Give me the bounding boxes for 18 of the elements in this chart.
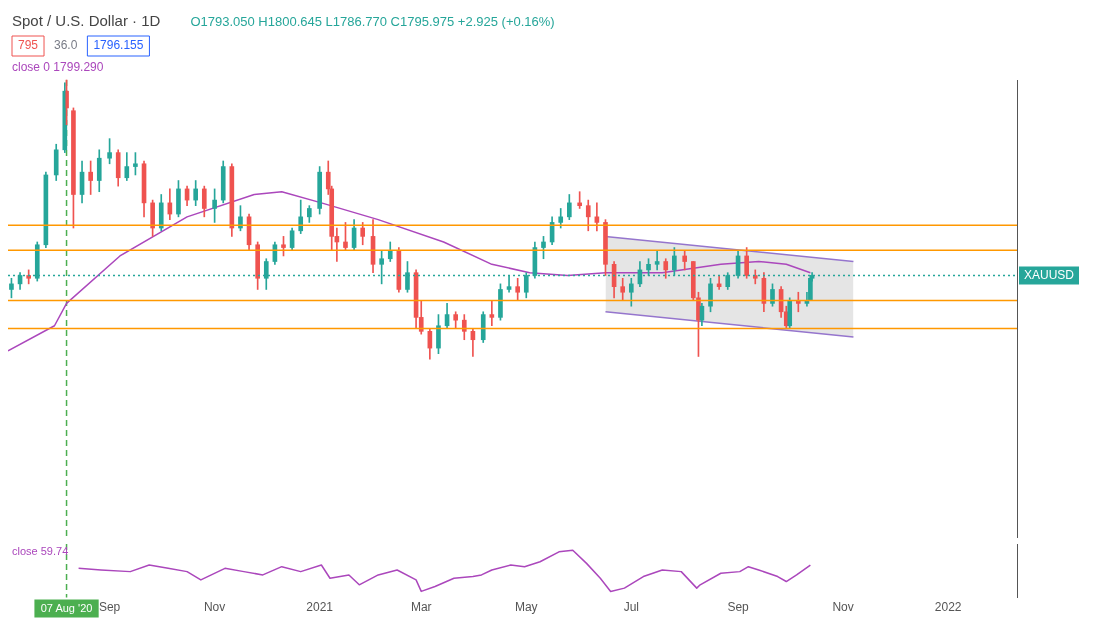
ref-line-label: 07 Aug '20: [40, 601, 93, 614]
text: O1793.050 H1800.645 L1786.770 C1795.975 +2.925 (+0.16%): [190, 13, 555, 29]
ref-line-label: XAUUSD: [1024, 267, 1075, 282]
x-tick-label: Sep: [727, 600, 750, 615]
x-tick-label: Nov: [203, 600, 226, 615]
x-tick-label: Jul: [623, 600, 639, 615]
x-tick-label: Mar: [410, 600, 432, 615]
text: 1796.155: [93, 38, 144, 53]
x-tick-label: 2022: [934, 600, 962, 615]
text: close 0 1799.290: [12, 60, 104, 75]
text: 36.0: [54, 38, 78, 53]
x-tick-label: May: [514, 600, 538, 615]
x-tick-label: 2021: [306, 600, 334, 615]
x-tick-label: Sep: [98, 600, 121, 615]
text: 795: [18, 38, 39, 53]
x-tick-label: Nov: [832, 600, 854, 615]
chart-title: Spot / U.S. Dollar · 1D: [12, 12, 161, 30]
annotation: close 59.74: [12, 545, 69, 558]
